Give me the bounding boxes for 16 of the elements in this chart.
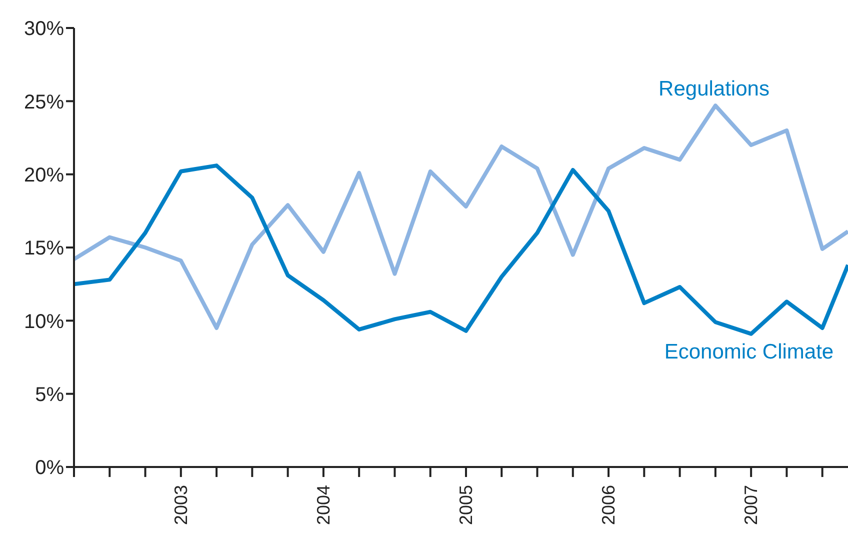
y-tick-label: 25% — [24, 91, 64, 114]
x-tick-label: 2007 — [741, 485, 762, 526]
x-tick-label: 2005 — [456, 485, 476, 526]
y-tick-label: 0% — [35, 457, 64, 480]
y-tick-label: 30% — [24, 18, 64, 40]
series-label: Regulations — [658, 78, 770, 100]
x-tick-label: 2003 — [170, 485, 191, 526]
line-series — [74, 104, 848, 330]
y-tick-label: 5% — [35, 384, 64, 406]
line-series — [74, 164, 848, 336]
y-tick-label: 15% — [24, 238, 64, 260]
x-tick-label: 2006 — [598, 485, 619, 526]
x-tick-label: 2004 — [313, 485, 334, 526]
series-label: Economic Climate — [664, 340, 834, 364]
y-tick-label: 10% — [24, 310, 64, 333]
y-tick-label: 20% — [24, 164, 64, 186]
